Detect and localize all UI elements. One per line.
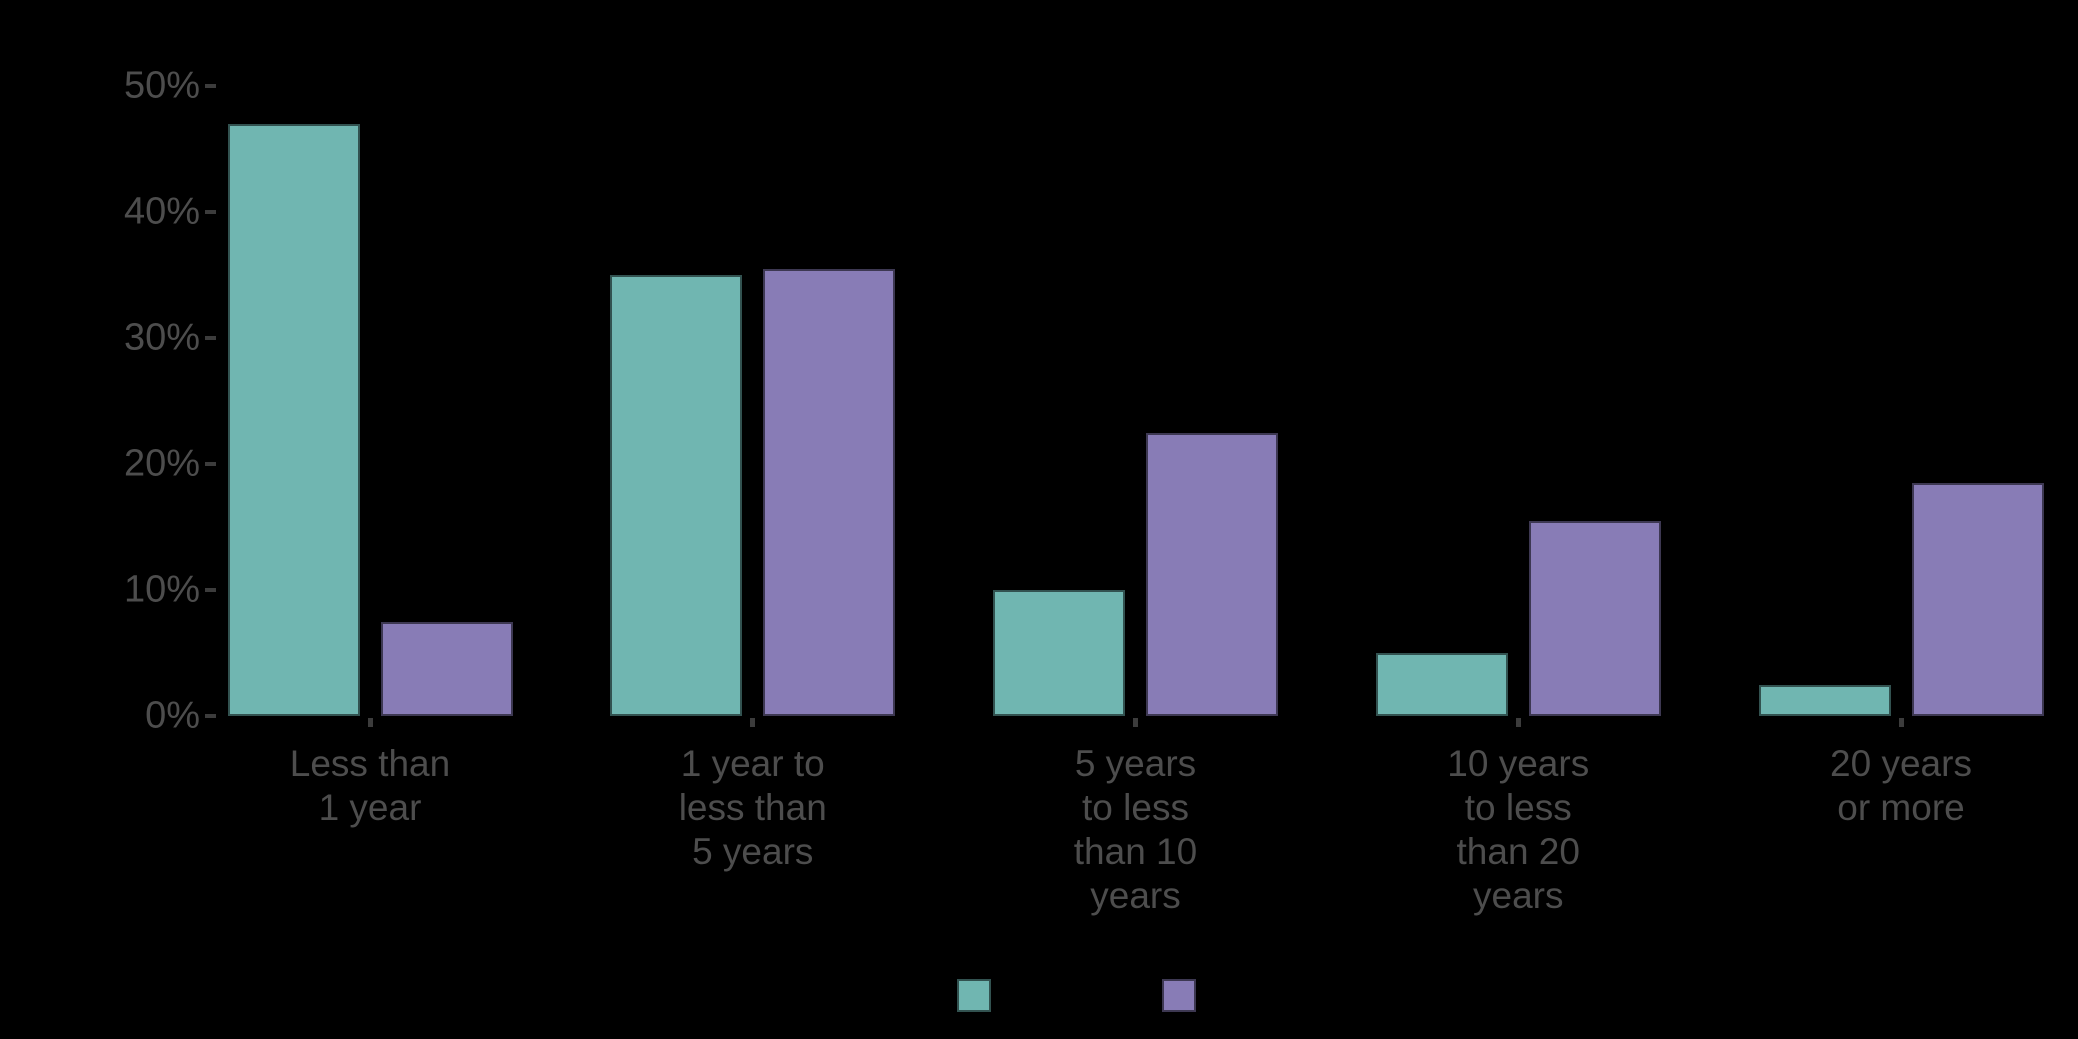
bar-series-2-category-4 [1528, 520, 1661, 716]
y-tick-label-50: 50% [123, 64, 200, 107]
x-category-label-4: 10 years to less than 20 years [1447, 743, 1590, 916]
bar-series-2-category-3 [1146, 432, 1278, 716]
x-category-label-3: 5 years to less than 10 years [1073, 743, 1198, 916]
y-tick-label-40: 40% [123, 190, 200, 233]
x-tick-mark-1 [367, 718, 373, 727]
x-tick-mark-4 [1515, 718, 1521, 727]
bar-series-1-category-2 [610, 275, 743, 716]
x-category-label-1: Less than 1 year [289, 743, 451, 828]
bar-series-2-category-1 [380, 621, 513, 716]
legend-swatch-series-1 [957, 979, 991, 1012]
x-tick-mark-5 [1898, 718, 1904, 727]
bar-series-1-category-3 [993, 590, 1125, 716]
x-tick-mark-3 [1133, 718, 1138, 727]
y-tick-mark-50 [205, 84, 216, 88]
legend-swatch-series-2 [1162, 979, 1196, 1012]
y-tick-mark-40 [205, 210, 216, 214]
y-tick-label-20: 20% [123, 442, 200, 485]
y-tick-mark-20 [205, 462, 216, 466]
x-category-label-5: 20 years or more [1830, 743, 1972, 828]
y-tick-label-30: 30% [123, 316, 200, 359]
y-tick-mark-10 [205, 588, 216, 592]
bar-series-1-category-4 [1375, 653, 1508, 716]
y-tick-mark-30 [205, 336, 216, 340]
y-tick-label-0: 0% [145, 694, 200, 737]
y-tick-label-10: 10% [123, 568, 200, 611]
bar-series-1-category-5 [1758, 684, 1891, 716]
bar-series-2-category-5 [1911, 482, 2044, 716]
bar-series-1-category-1 [227, 123, 360, 716]
y-tick-mark-0 [205, 714, 216, 718]
x-category-label-2: 1 year to less than 5 years [678, 743, 827, 872]
x-tick-mark-2 [750, 718, 756, 727]
bar-series-2-category-2 [763, 268, 896, 716]
